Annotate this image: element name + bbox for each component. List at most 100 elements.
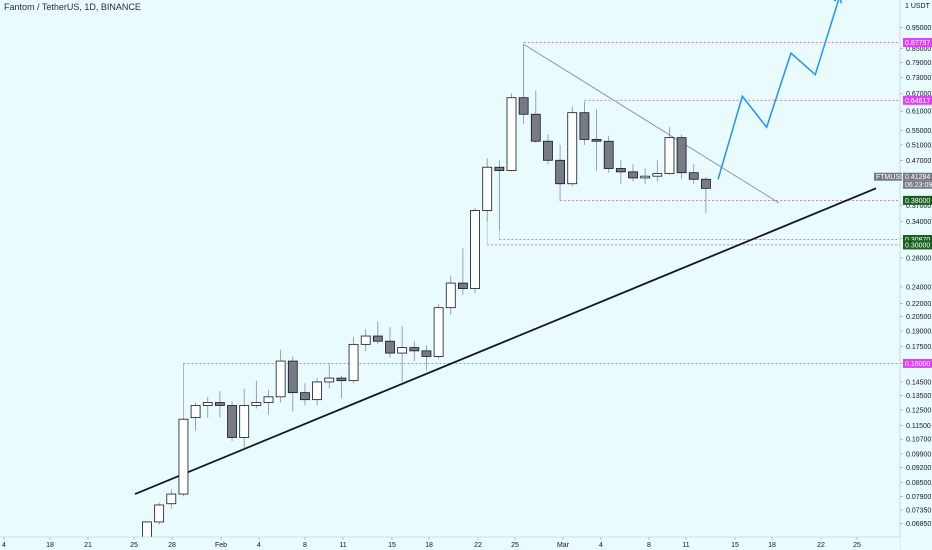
candle[interactable] (445, 275, 456, 315)
price-tick-label: 0.37000 (906, 203, 931, 210)
price-tag: 0.64617 (905, 98, 930, 105)
candle[interactable] (567, 106, 578, 187)
resistance-trendline[interactable] (523, 43, 780, 204)
candle-body (652, 173, 663, 177)
price-tick-label: 0.20500 (906, 314, 931, 321)
candle[interactable] (628, 164, 638, 182)
projection-path[interactable] (717, 0, 840, 180)
time-tick-label: Mar (557, 542, 570, 549)
price-tick-label: 0.73000 (906, 75, 931, 82)
price-axis-background (900, 0, 932, 550)
candle[interactable] (676, 134, 687, 180)
candle[interactable] (470, 207, 480, 294)
time-tick-label: 8 (647, 542, 651, 549)
candle-body (227, 405, 237, 438)
candle[interactable] (300, 383, 310, 406)
time-tick-label: 18 (425, 542, 433, 549)
candle[interactable] (482, 158, 493, 222)
candle[interactable] (591, 109, 602, 171)
price-axis-currency: 1 USDT (905, 3, 931, 10)
candle-body (518, 97, 529, 115)
price-tick-label: 0.17500 (906, 344, 931, 351)
candle[interactable] (190, 402, 201, 431)
candle[interactable] (506, 93, 517, 172)
candle[interactable] (360, 329, 371, 351)
time-tick-label: 22 (817, 542, 825, 549)
time-tick-label: 22 (474, 542, 482, 549)
candle-body (701, 178, 711, 189)
candle[interactable] (324, 363, 335, 389)
candle-body (445, 282, 456, 309)
time-tick-label: 18 (46, 542, 54, 549)
candle[interactable] (652, 160, 663, 182)
time-tick-label: 11 (682, 542, 689, 549)
candle[interactable] (202, 396, 213, 418)
candle-body (555, 159, 565, 185)
candle[interactable] (579, 102, 590, 145)
candle[interactable] (336, 375, 347, 399)
candle[interactable] (688, 164, 699, 184)
candle[interactable] (263, 389, 274, 415)
time-tick-label: 4 (2, 542, 6, 549)
plot-background (0, 0, 900, 537)
price-tick-label: 0.51000 (906, 142, 931, 149)
candle-body (457, 282, 468, 289)
symbol-tag-bg (874, 172, 902, 181)
candle-body (530, 113, 541, 142)
time-tick-label: 28 (168, 542, 176, 549)
candle[interactable] (239, 388, 250, 449)
time-axis-background (0, 537, 900, 550)
candle-body (543, 140, 553, 161)
price-tick-label: 0.28000 (906, 255, 931, 262)
candle[interactable] (433, 304, 444, 359)
price-tick-label: 0.22000 (906, 301, 931, 308)
candle-body (640, 175, 651, 179)
candle[interactable] (275, 349, 286, 403)
candle[interactable] (287, 356, 298, 412)
candle-body (190, 405, 201, 419)
candle[interactable] (530, 90, 541, 144)
price-tick-label: 0.67000 (906, 91, 931, 98)
candle[interactable] (543, 134, 553, 165)
candle[interactable] (555, 144, 565, 201)
candle[interactable] (494, 160, 505, 230)
candle[interactable] (166, 489, 177, 509)
candle[interactable] (518, 44, 529, 124)
candle[interactable] (214, 391, 225, 418)
candle[interactable] (348, 337, 359, 384)
candle[interactable] (457, 248, 468, 295)
last-price-tag: 0.41284 (905, 174, 930, 181)
candle[interactable] (421, 345, 432, 371)
time-tick-label: 15 (731, 542, 739, 549)
candle-body (409, 347, 420, 352)
price-tick-label: 0.12500 (906, 407, 931, 414)
price-tag: 0.30000 (905, 242, 930, 249)
candle[interactable] (615, 160, 626, 184)
price-tag-bg (903, 195, 932, 205)
price-tick-label: 0.61000 (906, 109, 931, 116)
candle[interactable] (603, 135, 614, 173)
candle[interactable] (397, 326, 408, 382)
candle-body (470, 210, 480, 289)
candle[interactable] (251, 380, 262, 409)
support-trendline[interactable] (134, 187, 877, 495)
candle[interactable] (409, 341, 420, 362)
candle[interactable] (372, 321, 383, 345)
candle[interactable] (227, 401, 237, 442)
candle-body (688, 172, 699, 180)
price-tick-label: 0.06850 (906, 521, 931, 528)
candle-body (615, 168, 626, 173)
candle[interactable] (664, 127, 675, 175)
candle[interactable] (385, 327, 395, 358)
candle[interactable] (640, 168, 651, 184)
candle-body (348, 343, 359, 382)
candle[interactable] (178, 417, 189, 497)
candle[interactable] (154, 502, 165, 525)
candle-body (166, 493, 177, 505)
candle[interactable] (701, 177, 711, 214)
price-tag: 0.38000 (905, 198, 930, 205)
price-tick-label: 0.09200 (906, 465, 931, 472)
candle[interactable] (312, 378, 323, 406)
